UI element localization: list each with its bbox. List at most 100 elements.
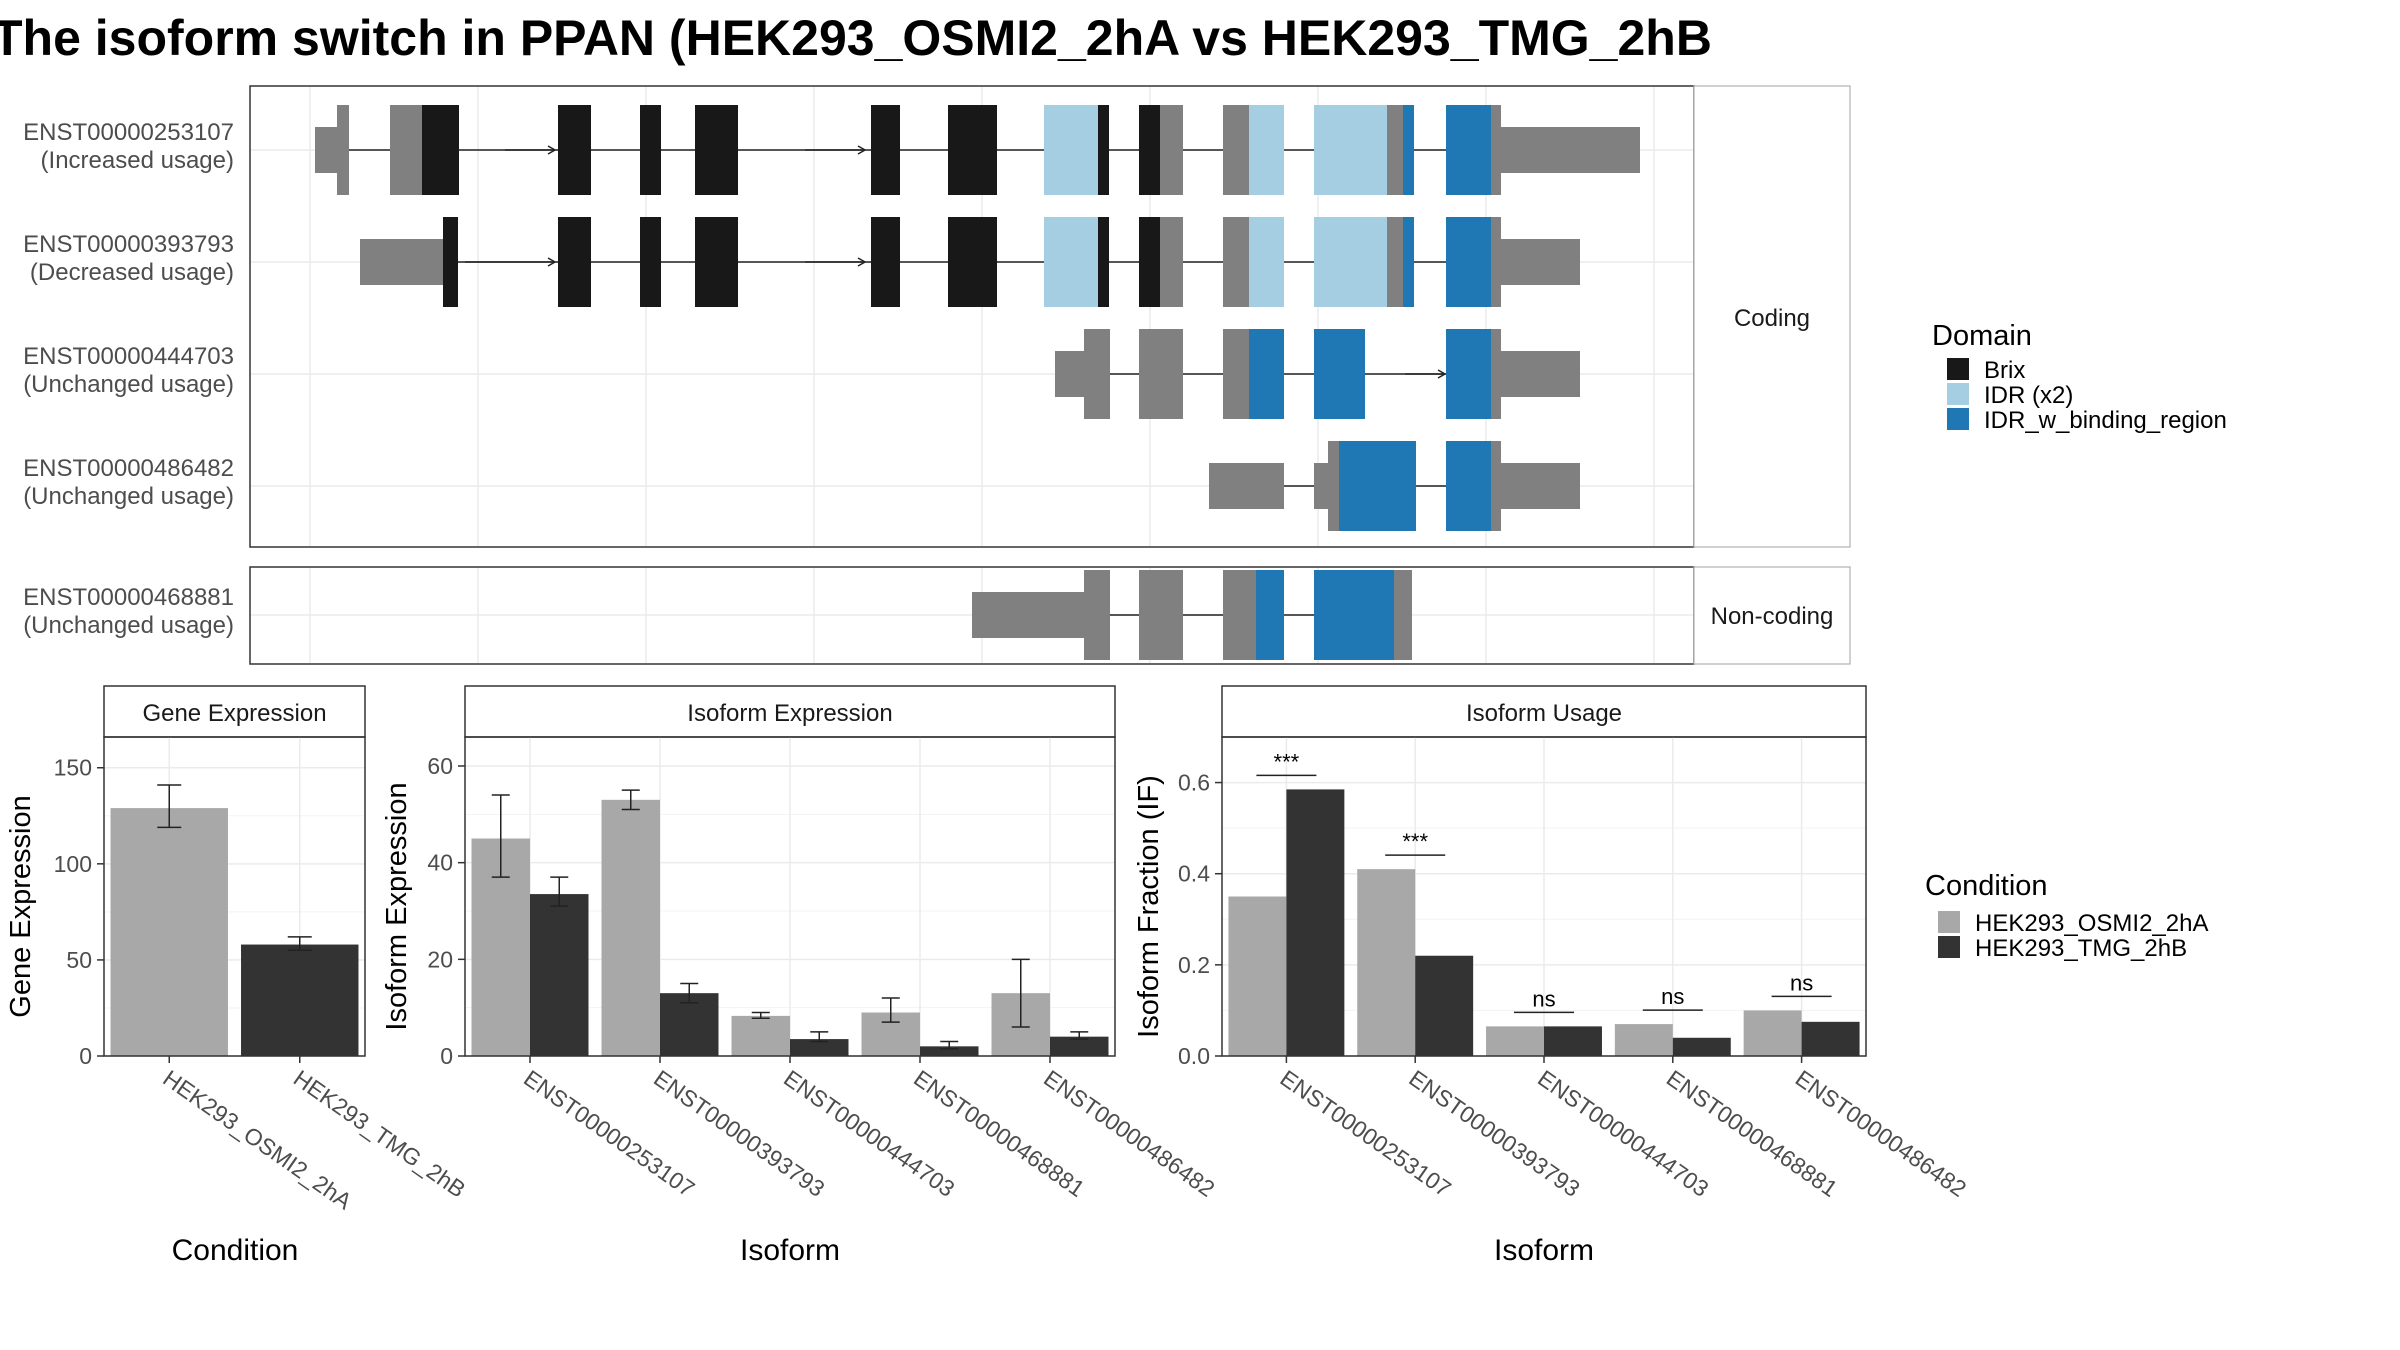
domain-legend-label: IDR (x2) <box>1984 382 2073 409</box>
utr-exon <box>360 239 443 285</box>
panel-strip <box>103 685 366 738</box>
brix-domain-exon <box>948 217 997 307</box>
domain-legend-label: Brix <box>1984 357 2025 384</box>
y-tick-label: 60 <box>427 753 453 779</box>
domain-legend-swatch <box>1947 383 1969 405</box>
brix-domain-exon <box>443 217 458 307</box>
intron-arrow-head <box>857 145 867 155</box>
panel-title: Isoform Expression <box>687 700 892 727</box>
idr-domain-exon <box>1249 105 1284 195</box>
utr-exon <box>1501 463 1580 509</box>
utr-exon <box>1501 351 1580 397</box>
bar <box>790 1039 849 1056</box>
bar <box>1415 955 1474 1056</box>
y-tick-label: 150 <box>54 755 92 781</box>
utr-exon <box>1491 329 1501 419</box>
brix-domain-exon <box>948 105 997 195</box>
idr-binding-domain-exon <box>1446 441 1491 531</box>
panel-title: Gene Expression <box>142 700 326 727</box>
idr-binding-domain-exon <box>1256 570 1284 660</box>
x-axis-label: Condition <box>172 1234 299 1267</box>
idr-domain-exon <box>1044 105 1098 195</box>
transcript-structure-panel: Coding Non-coding ENST00000253107(Increa… <box>23 85 1851 665</box>
idr-domain-exon <box>1314 217 1387 307</box>
utr-exon <box>1160 105 1183 195</box>
domain-legend-swatch <box>1947 358 1969 380</box>
y-axis-label: Isoform Expression <box>381 782 413 1030</box>
idr-domain-exon <box>1249 217 1284 307</box>
y-tick-label: 50 <box>66 947 92 973</box>
bar <box>1672 1037 1731 1056</box>
y-tick-label: 0.6 <box>1178 770 1210 796</box>
isoform-usage-label: (Unchanged usage) <box>23 371 234 398</box>
utr-exon <box>1501 127 1640 173</box>
bar <box>241 944 359 1056</box>
error-bar <box>881 997 900 1023</box>
error-bar <box>1011 958 1030 1028</box>
bar <box>1544 1026 1602 1056</box>
significance-label: *** <box>1402 829 1428 854</box>
chart-panel-3: Isoform Usage******ns nsns0.00.20.40.6ENS… <box>1133 685 1971 1267</box>
domain-legend-swatch <box>1947 408 1969 430</box>
y-tick-label: 0 <box>79 1043 92 1069</box>
utr-exon <box>1314 463 1328 509</box>
intron-arrow-head <box>547 145 557 155</box>
brix-domain-exon <box>1098 105 1109 195</box>
error-bar <box>621 789 640 811</box>
y-axis-label: Gene Expression <box>5 795 37 1017</box>
y-tick-label: 0.2 <box>1178 952 1210 978</box>
domain-legend-title: Domain <box>1932 320 2032 352</box>
utr-exon <box>972 592 1084 638</box>
panel-strip <box>464 685 1116 738</box>
bar <box>601 799 660 1056</box>
error-bar <box>1070 1031 1089 1040</box>
significance-label: ns <box>1790 970 1813 995</box>
significance-label: ns <box>1532 986 1555 1011</box>
idr-binding-domain-exon <box>1446 329 1491 419</box>
isoform-id-label: ENST00000444703 <box>23 343 234 370</box>
y-tick-label: 0 <box>440 1043 453 1069</box>
bar <box>1357 869 1416 1056</box>
error-bar <box>751 1011 770 1020</box>
error-bar <box>810 1031 829 1043</box>
utr-exon <box>1394 570 1412 660</box>
brix-domain-exon <box>1098 217 1109 307</box>
utr-exon <box>1501 239 1580 285</box>
condition-legend-swatch <box>1938 911 1960 933</box>
x-axis-label: Isoform <box>1494 1234 1594 1267</box>
brix-domain-exon <box>695 217 738 307</box>
utr-exon <box>1223 105 1249 195</box>
isoform-usage-label: (Decreased usage) <box>30 259 234 286</box>
intron-arrow-head <box>547 257 557 267</box>
bar <box>660 993 719 1056</box>
utr-exon <box>1209 463 1284 509</box>
utr-exon <box>1223 329 1249 419</box>
x-axis-label: Isoform <box>740 1234 840 1267</box>
isoform-id-label: ENST00000253107 <box>23 119 234 146</box>
figure-title: The isoform switch in PPAN (HEK293_OSMI2… <box>0 10 1712 66</box>
utr-exon <box>337 105 349 195</box>
idr-binding-domain-exon <box>1339 441 1416 531</box>
y-tick-label: 0.0 <box>1178 1043 1210 1069</box>
bar <box>530 894 589 1056</box>
brix-domain-exon <box>871 217 900 307</box>
coding-facet-label: Coding <box>1734 305 1810 332</box>
idr-binding-domain-exon <box>1446 105 1491 195</box>
bar <box>1801 1021 1860 1056</box>
brix-domain-exon <box>695 105 738 195</box>
utr-exon <box>1387 217 1403 307</box>
idr-domain-exon <box>1044 217 1098 307</box>
bar <box>110 808 228 1056</box>
error-bar <box>491 794 510 878</box>
idr-binding-domain-exon <box>1403 217 1414 307</box>
utr-exon <box>1139 329 1183 419</box>
domain-legend-label: IDR_w_binding_region <box>1984 407 2227 434</box>
utr-exon <box>1328 441 1339 531</box>
error-bar <box>680 982 699 1004</box>
idr-binding-domain-exon <box>1314 329 1365 419</box>
isoform-id-label: ENST00000393793 <box>23 231 234 258</box>
bar <box>1050 1036 1109 1056</box>
utr-exon <box>1139 570 1183 660</box>
